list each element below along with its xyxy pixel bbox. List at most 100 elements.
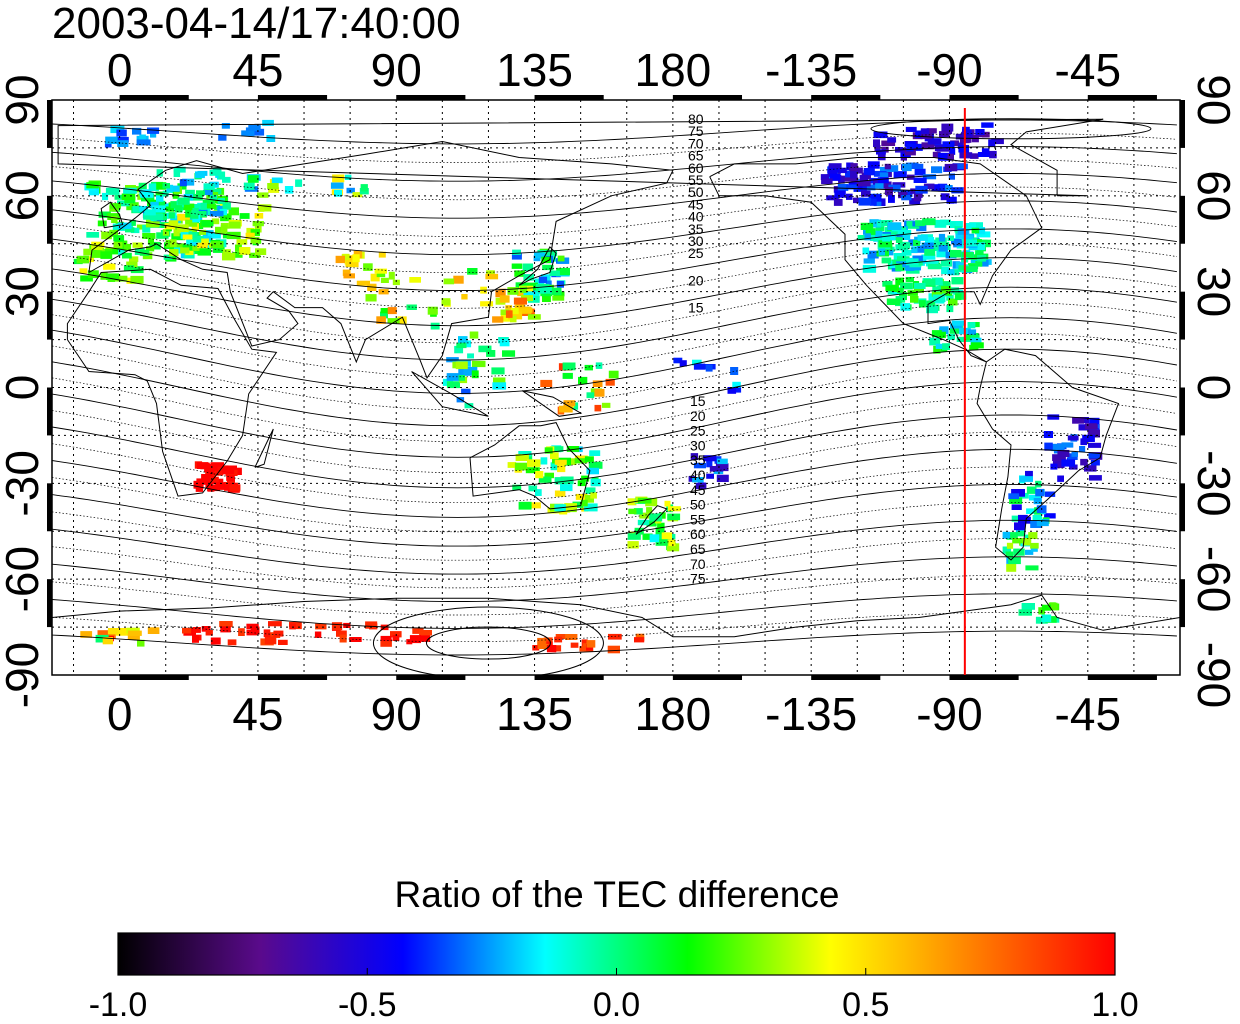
top-axis-bar xyxy=(534,95,604,100)
tec-data-cell xyxy=(549,446,564,452)
coastline xyxy=(100,201,124,229)
tec-data-cell xyxy=(336,630,347,637)
tec-data-cell xyxy=(1061,459,1076,467)
tec-data-cell xyxy=(1025,565,1039,571)
left-lat-label: -90 xyxy=(0,642,48,708)
tec-data-cell xyxy=(1079,446,1086,453)
tec-data-cell xyxy=(186,239,193,245)
tec-data-cell xyxy=(80,275,93,282)
tec-data-cell xyxy=(715,463,729,472)
tec-data-cell xyxy=(203,183,215,190)
tec-data-cell xyxy=(257,204,265,212)
contour-label: 80 xyxy=(688,111,704,127)
tec-data-cell xyxy=(139,249,150,256)
tec-data-cell xyxy=(197,248,211,256)
tec-data-cell xyxy=(1088,442,1102,448)
tec-data-cell xyxy=(137,639,145,647)
tec-data-cell xyxy=(124,243,131,251)
tec-data-cell xyxy=(971,342,984,349)
tec-data-cell xyxy=(851,177,859,183)
tec-data-cell xyxy=(544,472,554,479)
tec-data-cell xyxy=(946,197,954,204)
tec-data-cell xyxy=(387,318,400,324)
tec-data-cell xyxy=(887,222,902,230)
tec-data-cell xyxy=(535,471,544,479)
tec-data-cell xyxy=(209,476,219,483)
tec-data-cell xyxy=(921,254,936,260)
tec-data-cell xyxy=(201,220,214,227)
south-pole-contour xyxy=(372,606,604,675)
right-lat-label: -90 xyxy=(1188,642,1240,708)
colorbar-ticks: -1.0 -0.5 0.0 0.5 1.0 xyxy=(89,968,1139,1024)
tec-data-cell xyxy=(314,631,322,638)
tec-data-cell xyxy=(1088,453,1100,459)
tec-data-cell xyxy=(378,251,386,258)
tec-data-cell xyxy=(1019,476,1033,482)
mlat-contour xyxy=(52,159,1177,201)
tec-data-cell xyxy=(195,171,205,179)
tec-data-cell xyxy=(498,288,506,297)
tec-data-cell xyxy=(586,467,599,475)
tec-data-cell xyxy=(914,168,926,176)
tec-data-cell xyxy=(703,455,717,462)
tec-data-cell xyxy=(105,273,120,280)
tec-data-cell xyxy=(1048,602,1058,610)
tec-data-cell xyxy=(958,144,970,153)
tec-data-cell xyxy=(1008,493,1020,500)
tec-data-cell xyxy=(955,133,963,140)
left-axis-bar xyxy=(47,291,52,340)
tec-data-cell xyxy=(913,239,920,246)
tec-data-cell xyxy=(901,249,912,256)
tec-data-cell xyxy=(441,298,451,306)
tec-data-cell xyxy=(252,221,264,227)
left-lat-label: 0 xyxy=(0,375,48,401)
tec-data-cell xyxy=(941,266,950,275)
contour-label: 45 xyxy=(688,196,704,212)
tec-data-cell xyxy=(380,277,389,283)
tec-data-cell xyxy=(195,486,203,492)
tec-data-cell xyxy=(968,263,979,270)
tec-data-cell xyxy=(518,451,532,457)
tec-data-cell xyxy=(278,639,288,645)
tec-data-cell xyxy=(565,634,578,640)
tec-data-cell xyxy=(147,238,154,245)
tec-data-cell xyxy=(201,238,209,246)
tec-data-cell xyxy=(1084,465,1097,472)
tec-data-cell xyxy=(590,492,597,499)
tec-data-cell xyxy=(388,271,395,280)
tec-data-cell xyxy=(888,195,895,203)
tec-data-cell xyxy=(688,476,696,482)
tec-data-cell xyxy=(201,474,213,482)
tec-data-cell xyxy=(572,501,584,508)
tec-data-cell xyxy=(175,205,183,213)
tec-data-cell xyxy=(190,235,204,244)
tec-data-cell xyxy=(454,345,464,354)
tec-data-cell xyxy=(511,263,523,269)
tec-data-cell xyxy=(207,469,214,475)
tec-data-cell xyxy=(913,177,927,183)
tec-data-cell xyxy=(229,484,241,492)
tec-data-cell xyxy=(342,269,351,276)
tec-data-cell xyxy=(1028,494,1042,501)
contour-label: 50 xyxy=(690,497,706,513)
map-area: 8075706560555045403530252015152025303540… xyxy=(51,99,1181,676)
left-lat-label: 30 xyxy=(0,266,48,317)
tec-data-cell xyxy=(546,645,557,653)
tec-data-cell xyxy=(937,152,952,161)
tec-data-cell xyxy=(365,621,378,629)
tec-data-cell xyxy=(1080,438,1088,446)
tec-data-cell xyxy=(695,482,707,490)
tec-data-cell xyxy=(185,189,195,196)
tec-data-cell xyxy=(554,490,566,497)
tec-data-cell xyxy=(909,163,924,169)
tec-data-cell xyxy=(520,286,528,293)
bottom-lon-label: 135 xyxy=(496,688,573,740)
tec-data-cell xyxy=(976,231,991,238)
contour-label: 20 xyxy=(688,272,704,288)
tec-data-cell xyxy=(192,635,199,643)
tec-data-cell xyxy=(920,128,930,135)
tec-data-cell xyxy=(895,277,904,286)
tec-data-cell xyxy=(605,378,615,386)
tec-data-cell xyxy=(210,241,224,249)
